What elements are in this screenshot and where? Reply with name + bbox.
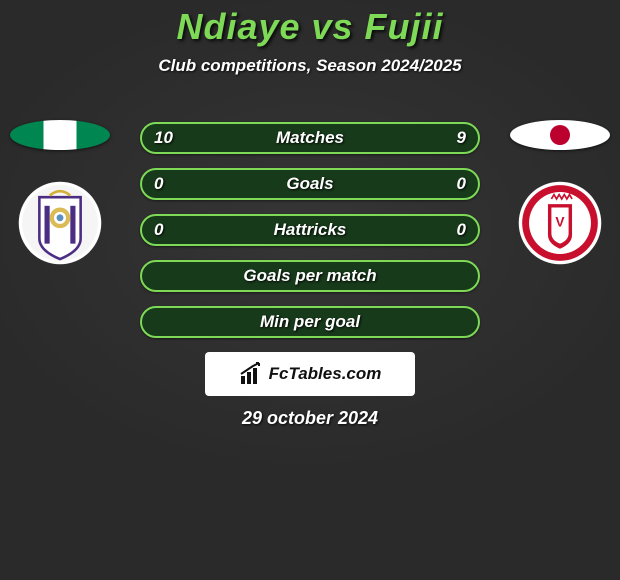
stat-label: Goals per match <box>243 266 376 286</box>
stat-bar-matches: 10 Matches 9 <box>140 122 480 154</box>
left-country-flag <box>10 120 110 150</box>
stat-left-value: 0 <box>154 174 163 194</box>
comparison-card: Ndiaye vs Fujii Club competitions, Seaso… <box>0 0 620 580</box>
stat-right-value: 0 <box>457 220 466 240</box>
stat-left-value: 0 <box>154 220 163 240</box>
date-text: 29 october 2024 <box>0 408 620 429</box>
stat-bar-goals-per-match: Goals per match <box>140 260 480 292</box>
stat-right-value: 0 <box>457 174 466 194</box>
stat-right-value: 9 <box>457 128 466 148</box>
stat-label: Hattricks <box>274 220 347 240</box>
stat-label: Min per goal <box>260 312 360 332</box>
subtitle: Club competitions, Season 2024/2025 <box>0 56 620 76</box>
stat-label: Matches <box>276 128 344 148</box>
bar-chart-icon <box>239 362 263 386</box>
right-club-badge: V K K <box>510 180 610 266</box>
brand-text: FcTables.com <box>269 364 382 384</box>
brand-badge[interactable]: FcTables.com <box>205 352 415 396</box>
stat-left-value: 10 <box>154 128 173 148</box>
left-player-column <box>0 120 120 266</box>
right-player-column: V K K <box>500 120 620 266</box>
stat-bar-hattricks: 0 Hattricks 0 <box>140 214 480 246</box>
stat-bar-goals: 0 Goals 0 <box>140 168 480 200</box>
left-club-badge <box>10 180 110 266</box>
page-title: Ndiaye vs Fujii <box>0 0 620 48</box>
stat-label: Goals <box>286 174 333 194</box>
stat-bar-min-per-goal: Min per goal <box>140 306 480 338</box>
stat-bars: 10 Matches 9 0 Goals 0 0 Hattricks 0 Goals per ma… <box>140 122 480 338</box>
svg-text:K: K <box>538 213 545 224</box>
right-country-flag <box>510 120 610 150</box>
anderlecht-badge-icon <box>10 180 110 266</box>
svg-text:K: K <box>576 213 583 224</box>
svg-text:V: V <box>555 214 565 229</box>
kortrijk-badge-icon: V K K <box>510 180 610 266</box>
